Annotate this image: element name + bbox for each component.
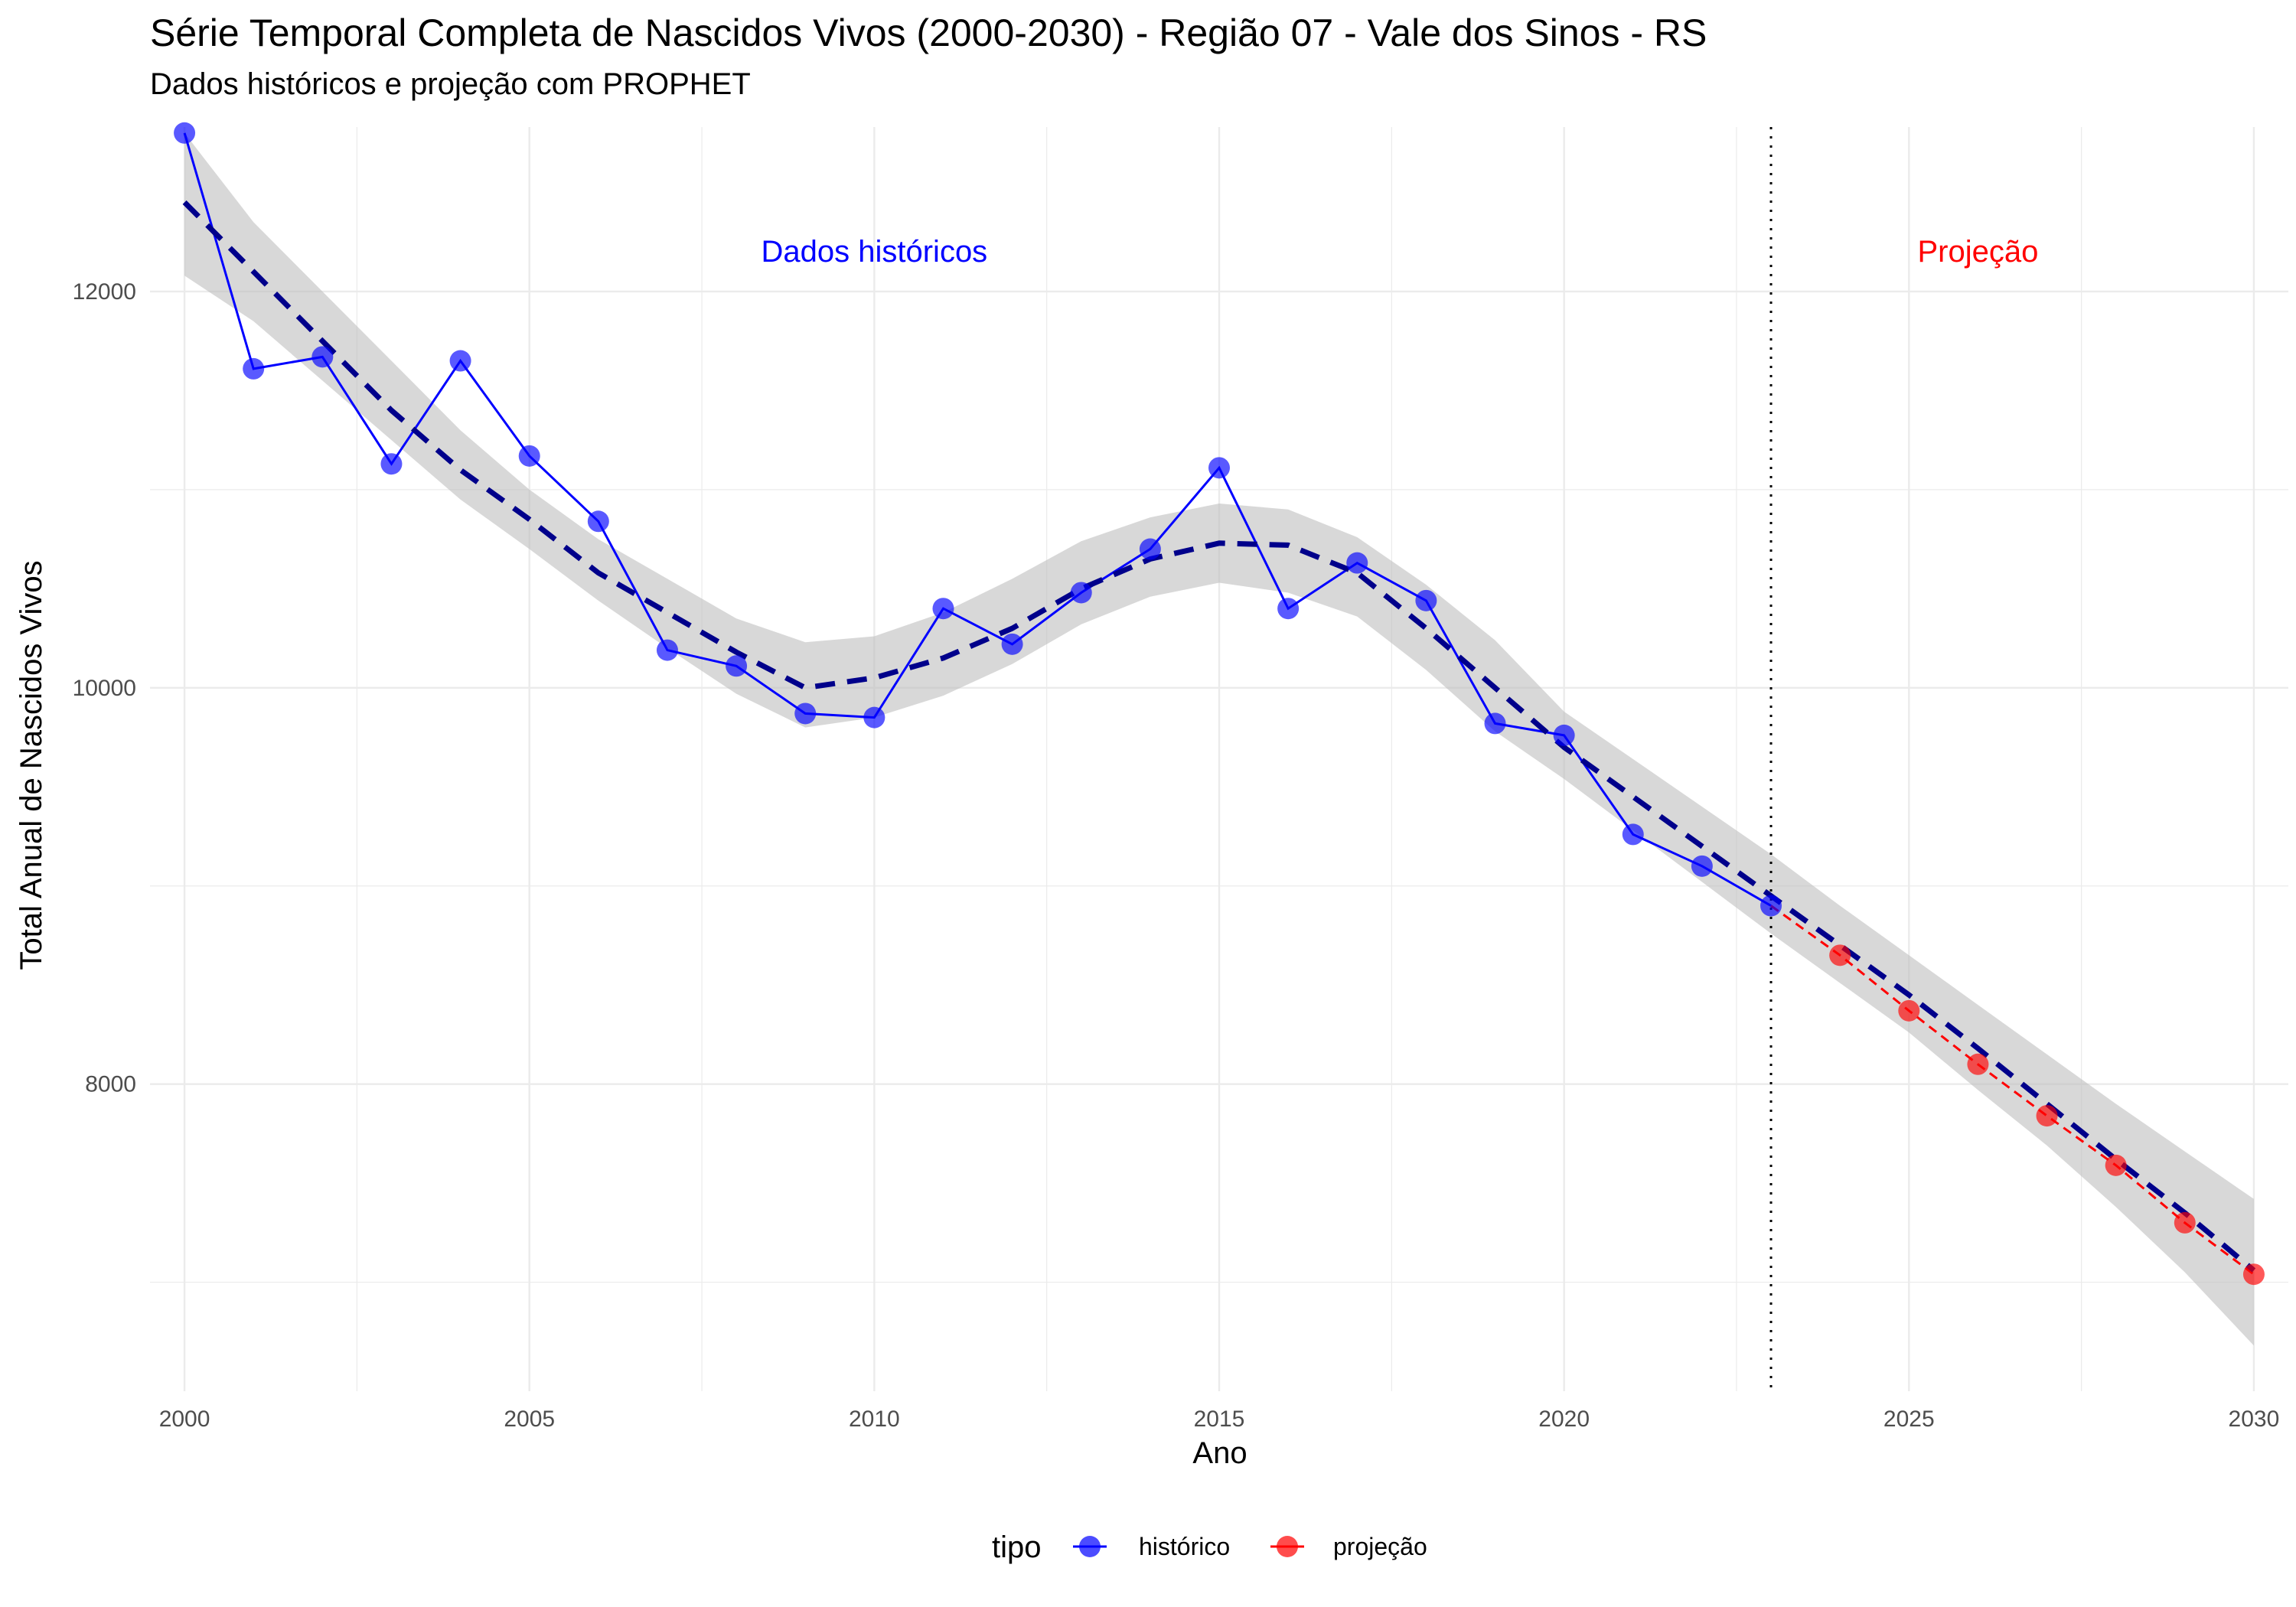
trend-layer — [182, 200, 2256, 1273]
data-point-historico — [1484, 712, 1506, 735]
legend-title: tipo — [992, 1530, 1042, 1564]
data-point-historico — [1622, 823, 1644, 846]
data-point-historico — [243, 357, 265, 380]
annotation-layer: Dados históricos Projeção — [762, 235, 2039, 269]
legend-item-projecao: projeção — [1270, 1533, 1427, 1560]
data-point-historico — [1346, 552, 1368, 574]
data-point-projecao — [2105, 1154, 2127, 1176]
legend-label: projeção — [1333, 1533, 1427, 1560]
x-tick-label: 2025 — [1883, 1407, 1935, 1432]
data-point-projecao — [1898, 999, 1920, 1022]
data-point-projecao — [2174, 1211, 2196, 1234]
y-axis-ticks: 8000 10000 12000 — [73, 279, 136, 1097]
data-point-projecao — [1829, 944, 1851, 966]
x-tick-label: 2020 — [1538, 1407, 1590, 1432]
data-point-projecao — [1967, 1053, 1989, 1075]
annotation-historical: Dados históricos — [762, 235, 988, 269]
x-tick-label: 2000 — [159, 1407, 210, 1432]
x-tick-label: 2005 — [504, 1407, 555, 1432]
data-point-historico — [449, 350, 471, 372]
x-tick-label: 2010 — [849, 1407, 900, 1432]
points-layer — [174, 122, 2265, 1286]
data-point-historico — [1415, 589, 1437, 611]
y-axis-title: Total Anual de Nascidos Vivos — [15, 560, 48, 970]
data-point-projecao — [2036, 1105, 2058, 1127]
x-tick-label: 2030 — [2229, 1407, 2280, 1432]
data-point-historico — [1553, 724, 1575, 746]
data-point-projecao — [2242, 1263, 2265, 1286]
y-tick-label: 10000 — [73, 676, 136, 701]
grid-major — [150, 127, 2288, 1391]
y-tick-label: 12000 — [73, 279, 136, 305]
data-point-historico — [1760, 895, 1782, 917]
data-point-historico — [587, 510, 609, 533]
x-axis-title: Ano — [1192, 1436, 1247, 1470]
annotation-projection: Projeção — [1917, 235, 2038, 269]
data-point-historico — [863, 706, 885, 729]
data-point-historico — [380, 453, 403, 475]
legend-item-historico: histórico — [1073, 1533, 1230, 1560]
series-lines — [183, 132, 2255, 1276]
y-tick-label: 8000 — [85, 1072, 136, 1097]
x-axis-ticks: 2000 2005 2010 2015 2020 2025 2030 — [159, 1407, 2280, 1432]
trend-line — [182, 200, 2256, 1273]
legend: tipo histórico projeção — [992, 1530, 1427, 1564]
data-point-historico — [656, 639, 678, 661]
data-point-historico — [1070, 582, 1092, 604]
data-point-historico — [1691, 855, 1713, 877]
chart-subtitle: Dados históricos e projeção com PROPHET — [150, 67, 751, 101]
series-line-projecao — [1770, 905, 2255, 1276]
data-point-historico — [518, 445, 540, 467]
data-point-historico — [1277, 598, 1300, 620]
data-point-historico — [726, 655, 748, 677]
data-point-historico — [1139, 538, 1161, 560]
legend-label: histórico — [1139, 1533, 1230, 1560]
chart-title: Série Temporal Completa de Nascidos Vivo… — [150, 11, 1707, 54]
data-point-historico — [932, 598, 954, 620]
data-point-historico — [311, 346, 334, 368]
legend-key-marker — [1277, 1536, 1298, 1557]
series-line-historico — [183, 132, 1772, 907]
data-point-historico — [794, 702, 817, 725]
data-point-historico — [1001, 633, 1023, 655]
data-point-historico — [174, 122, 196, 144]
x-tick-label: 2015 — [1194, 1407, 1245, 1432]
legend-key-marker — [1079, 1536, 1101, 1557]
data-point-historico — [1208, 457, 1230, 479]
